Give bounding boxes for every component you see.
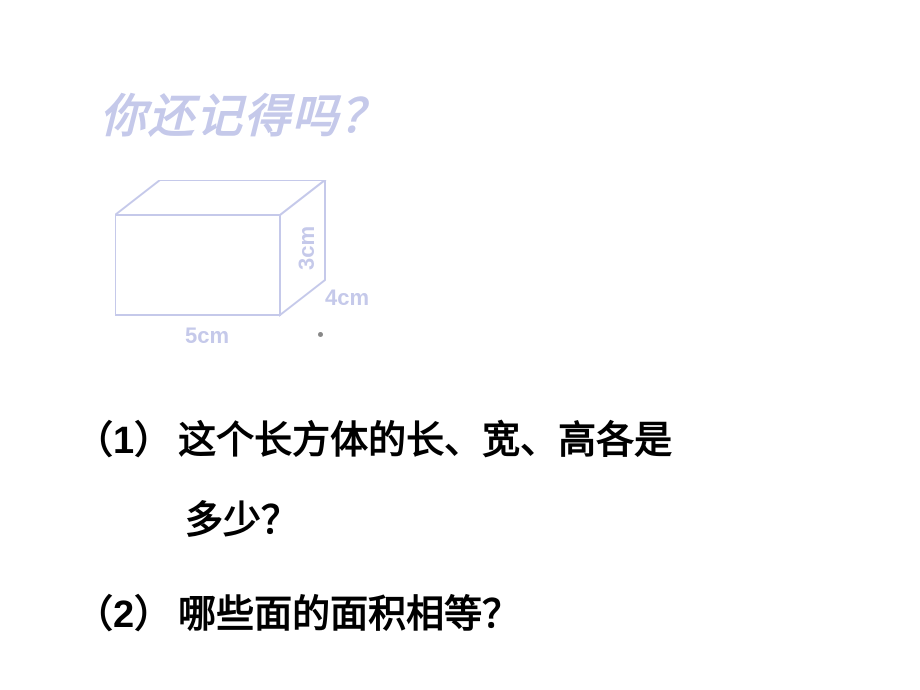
question-1-line2: 多少？ [75, 485, 672, 557]
question-2-text: 哪些面的面积相等？ [178, 579, 520, 651]
question-2: （2） 哪些面的面积相等？ [75, 579, 672, 651]
question-1-line1: 这个长方体的长、宽、高各是 [178, 405, 672, 477]
dimension-width-label: 5cm [185, 323, 229, 349]
question-2-number: （2） [75, 579, 172, 651]
page-title: 你还记得吗？ [100, 80, 388, 146]
dimension-depth-label: 4cm [325, 285, 369, 311]
dimension-height-label: 3cm [294, 226, 320, 270]
question-1: （1） 这个长方体的长、宽、高各是 [75, 405, 672, 477]
questions-block: （1） 这个长方体的长、宽、高各是 多少？ （2） 哪些面的面积相等？ [75, 405, 672, 652]
question-1-number: （1） [75, 405, 172, 477]
cuboid-svg [115, 180, 395, 360]
decorative-dot [318, 332, 323, 337]
cuboid-diagram: 3cm 4cm 5cm [115, 180, 395, 360]
